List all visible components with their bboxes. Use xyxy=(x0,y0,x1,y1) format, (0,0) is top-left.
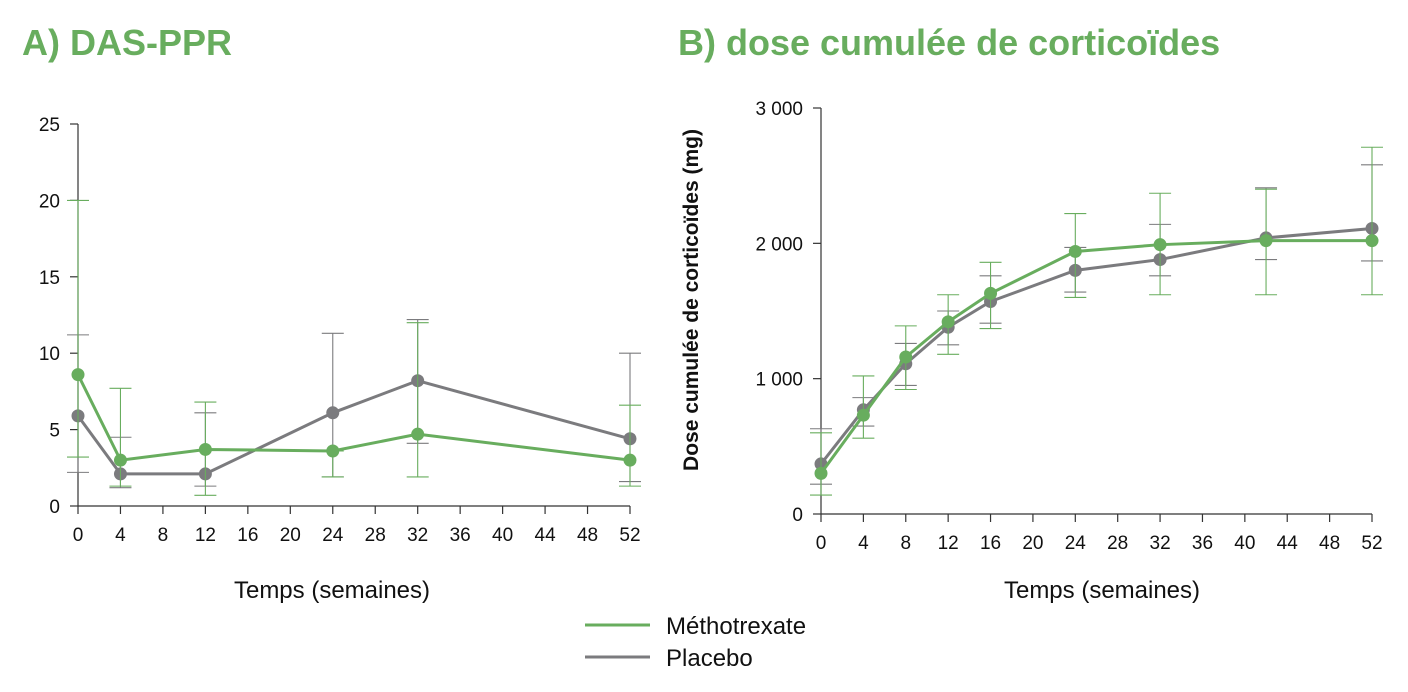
data-point-methotrexate xyxy=(1259,234,1273,248)
x-tick-label: 24 xyxy=(322,525,344,546)
x-tick-label: 44 xyxy=(535,525,557,546)
x-axis-label: Temps (semaines) xyxy=(234,577,430,604)
series-line-methotrexate xyxy=(76,373,631,462)
x-tick-label: 0 xyxy=(816,533,827,554)
x-tick-label: 16 xyxy=(980,533,1001,554)
data-point-methotrexate xyxy=(941,315,955,329)
x-tick-label: 48 xyxy=(577,525,598,546)
x-tick-label: 20 xyxy=(1022,533,1043,554)
data-point-placebo xyxy=(326,406,340,420)
data-point-methotrexate xyxy=(71,368,85,382)
x-tick-label: 52 xyxy=(1361,533,1382,554)
y-tick-label: 15 xyxy=(39,268,60,289)
data-point-methotrexate xyxy=(899,350,913,364)
x-tick-label: 32 xyxy=(1150,533,1171,554)
x-tick-label: 28 xyxy=(365,525,386,546)
y-axis-label: Dose cumulée de corticoïdes (mg) xyxy=(680,129,703,471)
data-point-methotrexate xyxy=(856,408,870,422)
x-tick-label: 8 xyxy=(158,525,169,546)
x-tick-label: 4 xyxy=(115,525,126,546)
x-tick-label: 12 xyxy=(938,533,959,554)
series-line-placebo xyxy=(819,226,1373,465)
x-tick-label: 28 xyxy=(1107,533,1128,554)
y-tick-label: 0 xyxy=(49,497,60,518)
y-tick-label: 0 xyxy=(792,505,803,526)
y-tick-label: 2 000 xyxy=(755,234,803,255)
y-tick-label: 5 xyxy=(49,421,60,442)
x-tick-label: 44 xyxy=(1277,533,1299,554)
x-tick-label: 4 xyxy=(858,533,869,554)
data-point-methotrexate xyxy=(326,444,340,458)
x-tick-label: 48 xyxy=(1319,533,1340,554)
y-tick-label: 1 000 xyxy=(755,370,803,391)
data-point-methotrexate xyxy=(814,466,828,480)
chart-title: B) dose cumulée de corticoïdes xyxy=(678,22,1220,63)
y-tick-label: 3 000 xyxy=(755,99,803,120)
x-tick-label: 36 xyxy=(450,525,471,546)
data-point-methotrexate xyxy=(411,427,425,441)
legend: Méthotrexate Placebo xyxy=(585,613,806,672)
chart-b: B) dose cumulée de corticoïdes 0 1 000 2 00… xyxy=(678,22,1383,604)
x-tick-label: 8 xyxy=(900,533,911,554)
data-point-methotrexate xyxy=(113,453,127,467)
data-point-methotrexate xyxy=(1153,238,1167,252)
x-tick-label: 52 xyxy=(619,525,640,546)
data-point-methotrexate xyxy=(1068,244,1082,258)
x-tick-label: 24 xyxy=(1065,533,1087,554)
x-axis-label: Temps (semaines) xyxy=(1004,577,1200,604)
x-tick-label: 0 xyxy=(73,525,84,546)
data-point-methotrexate xyxy=(984,286,998,300)
y-tick-label: 25 xyxy=(39,115,60,136)
x-tick-label: 20 xyxy=(280,525,301,546)
data-point-methotrexate xyxy=(1365,234,1379,248)
x-tick-label: 40 xyxy=(492,525,513,546)
y-tick-label: 20 xyxy=(39,191,60,212)
x-tick-label: 36 xyxy=(1192,533,1213,554)
x-tick-label: 40 xyxy=(1234,533,1255,554)
y-tick-label: 10 xyxy=(39,344,60,365)
chart-title: A) DAS-PPR xyxy=(22,22,232,63)
legend-label-methotrexate: Méthotrexate xyxy=(666,613,806,640)
data-point-methotrexate xyxy=(623,453,637,467)
legend-label-placebo: Placebo xyxy=(666,645,753,672)
data-point-methotrexate xyxy=(198,442,212,456)
x-tick-label: 32 xyxy=(407,525,428,546)
x-tick-label: 12 xyxy=(195,525,216,546)
x-tick-label: 16 xyxy=(237,525,258,546)
series-line-placebo xyxy=(76,379,631,476)
